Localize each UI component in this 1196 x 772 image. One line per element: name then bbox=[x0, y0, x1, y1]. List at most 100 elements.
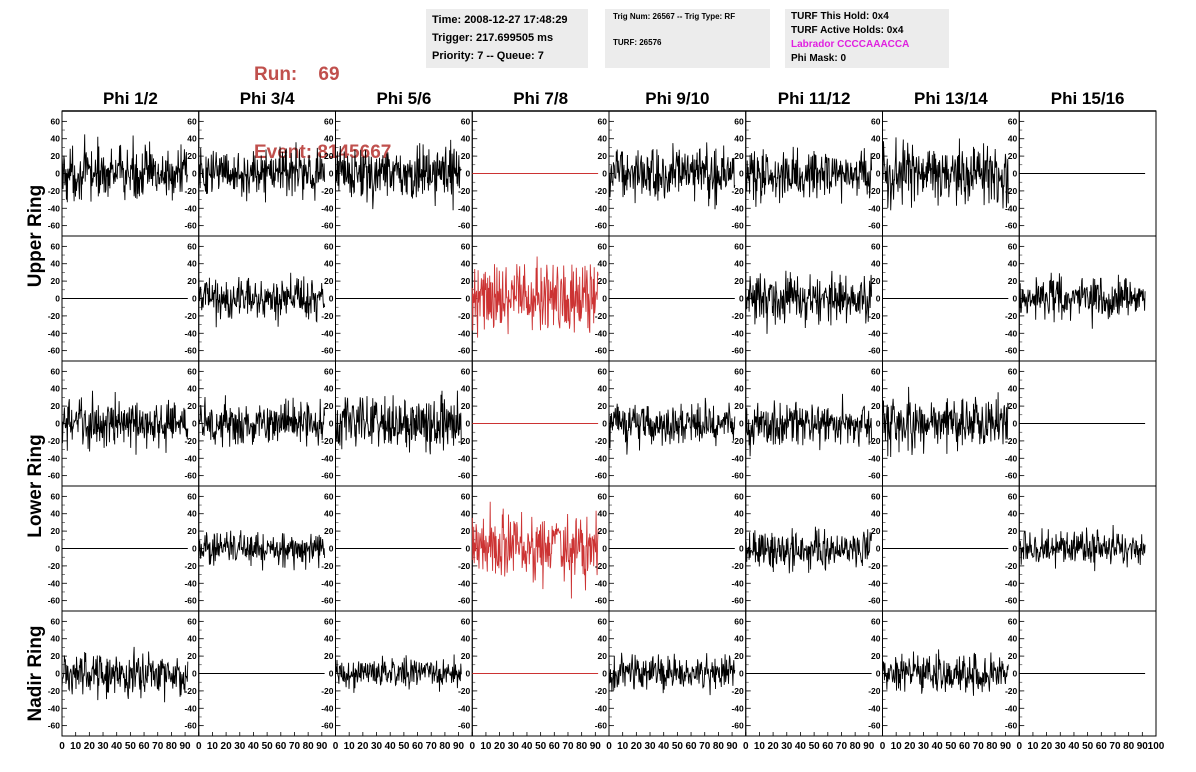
waveform-trace bbox=[198, 395, 326, 448]
y-tick-label: 0 bbox=[1013, 294, 1018, 304]
y-tick-label: -20 bbox=[731, 311, 744, 321]
x-tick-label: 10 bbox=[70, 741, 82, 752]
x-tick-label: 60 bbox=[275, 741, 287, 752]
x-tick-label: 90 bbox=[180, 741, 192, 752]
x-tick-label: 10 bbox=[754, 741, 766, 752]
x-tick-label: 60 bbox=[685, 741, 697, 752]
labrador-text: Labrador CCCCAAACCA bbox=[791, 39, 910, 50]
y-tick-label: -60 bbox=[458, 471, 471, 481]
x-tick-label: 90 bbox=[727, 741, 739, 752]
y-tick-label: -60 bbox=[731, 221, 744, 231]
y-tick-label: -20 bbox=[1005, 686, 1018, 696]
y-tick-label: -60 bbox=[48, 596, 61, 606]
x-tick-label: 80 bbox=[576, 741, 588, 752]
x-tick-label: 60 bbox=[1096, 741, 1108, 752]
x-tick-label: 20 bbox=[84, 741, 96, 752]
y-tick-label: 60 bbox=[871, 241, 881, 251]
y-tick-label: -60 bbox=[184, 221, 197, 231]
y-tick-label: 40 bbox=[187, 384, 197, 394]
y-tick-label: -40 bbox=[731, 703, 744, 713]
y-tick-label: -60 bbox=[184, 346, 197, 356]
column-header: Phi 1/2 bbox=[103, 89, 158, 108]
y-tick-label: 60 bbox=[187, 616, 197, 626]
event-label: Event: bbox=[254, 142, 313, 163]
y-tick-label: 40 bbox=[461, 384, 471, 394]
y-tick-label: 0 bbox=[329, 294, 334, 304]
y-tick-label: -60 bbox=[321, 596, 334, 606]
column-header: Phi 5/6 bbox=[376, 89, 431, 108]
y-tick-label: 60 bbox=[51, 366, 61, 376]
y-tick-label: -60 bbox=[458, 721, 471, 731]
y-tick-label: 40 bbox=[51, 259, 61, 269]
y-tick-label: -60 bbox=[458, 221, 471, 231]
y-tick-label: -40 bbox=[868, 328, 881, 338]
y-tick-label: -60 bbox=[731, 346, 744, 356]
y-tick-label: 40 bbox=[1008, 259, 1018, 269]
y-tick-label: -20 bbox=[48, 186, 61, 196]
waveform-trace bbox=[745, 526, 873, 574]
y-tick-label: 20 bbox=[1008, 276, 1018, 286]
y-tick-label: 60 bbox=[461, 616, 471, 626]
y-tick-label: -40 bbox=[48, 453, 61, 463]
x-tick-label: 0 bbox=[333, 741, 339, 752]
x-tick-label: 10 bbox=[617, 741, 629, 752]
y-tick-label: 20 bbox=[51, 276, 61, 286]
y-tick-label: -40 bbox=[731, 328, 744, 338]
x-tick-label: 60 bbox=[822, 741, 834, 752]
y-tick-label: 60 bbox=[871, 116, 881, 126]
y-tick-label: -20 bbox=[731, 561, 744, 571]
x-tick-label: 30 bbox=[234, 741, 246, 752]
y-tick-label: 0 bbox=[329, 419, 334, 429]
y-tick-label: -20 bbox=[868, 561, 881, 571]
y-tick-label: 60 bbox=[51, 116, 61, 126]
y-tick-label: 60 bbox=[187, 241, 197, 251]
ring-label: Lower Ring bbox=[25, 434, 46, 537]
y-tick-label: 0 bbox=[1013, 669, 1018, 679]
y-tick-label: -40 bbox=[458, 203, 471, 213]
y-tick-label: -40 bbox=[321, 703, 334, 713]
y-tick-label: -20 bbox=[731, 436, 744, 446]
waveform-trace bbox=[335, 390, 462, 455]
y-tick-label: 40 bbox=[461, 259, 471, 269]
x-tick-label: 30 bbox=[97, 741, 109, 752]
y-tick-label: 60 bbox=[51, 616, 61, 626]
y-tick-label: 20 bbox=[324, 651, 334, 661]
y-tick-label: 0 bbox=[739, 294, 744, 304]
y-tick-label: 60 bbox=[461, 241, 471, 251]
y-tick-label: -40 bbox=[731, 453, 744, 463]
y-tick-label: -20 bbox=[321, 561, 334, 571]
y-tick-label: 60 bbox=[324, 241, 334, 251]
y-tick-label: 0 bbox=[876, 419, 881, 429]
y-tick-label: -40 bbox=[731, 578, 744, 588]
y-tick-label: 0 bbox=[602, 544, 607, 554]
y-tick-label: 60 bbox=[461, 366, 471, 376]
turf-info-box: TURF This Hold: 0x4 TURF Active Holds: 0… bbox=[785, 9, 949, 68]
y-tick-label: -40 bbox=[184, 703, 197, 713]
y-tick-label: -60 bbox=[731, 721, 744, 731]
y-tick-label: -40 bbox=[868, 203, 881, 213]
priority-text: Priority: 7 -- Queue: 7 bbox=[432, 50, 544, 62]
y-tick-label: 0 bbox=[739, 169, 744, 179]
y-tick-label: -20 bbox=[1005, 561, 1018, 571]
y-tick-label: 0 bbox=[466, 669, 471, 679]
x-tick-label: 40 bbox=[521, 741, 533, 752]
y-tick-label: 20 bbox=[324, 526, 334, 536]
y-tick-label: 20 bbox=[1008, 401, 1018, 411]
y-tick-label: -20 bbox=[731, 686, 744, 696]
y-tick-label: 60 bbox=[734, 241, 744, 251]
column-header: Phi 3/4 bbox=[240, 89, 295, 108]
y-tick-label: 0 bbox=[192, 419, 197, 429]
y-tick-label: 0 bbox=[55, 544, 60, 554]
y-tick-label: 0 bbox=[466, 419, 471, 429]
y-tick-label: 40 bbox=[598, 634, 608, 644]
y-tick-label: 20 bbox=[598, 151, 608, 161]
y-tick-label: 20 bbox=[871, 151, 881, 161]
y-tick-label: 0 bbox=[466, 169, 471, 179]
y-tick-label: 0 bbox=[876, 669, 881, 679]
x-tick-label: 40 bbox=[385, 741, 397, 752]
y-tick-label: -60 bbox=[731, 596, 744, 606]
x-tick-label: 80 bbox=[850, 741, 862, 752]
waveform-trace bbox=[198, 272, 326, 328]
y-tick-label: -60 bbox=[184, 471, 197, 481]
y-tick-label: 40 bbox=[324, 259, 334, 269]
